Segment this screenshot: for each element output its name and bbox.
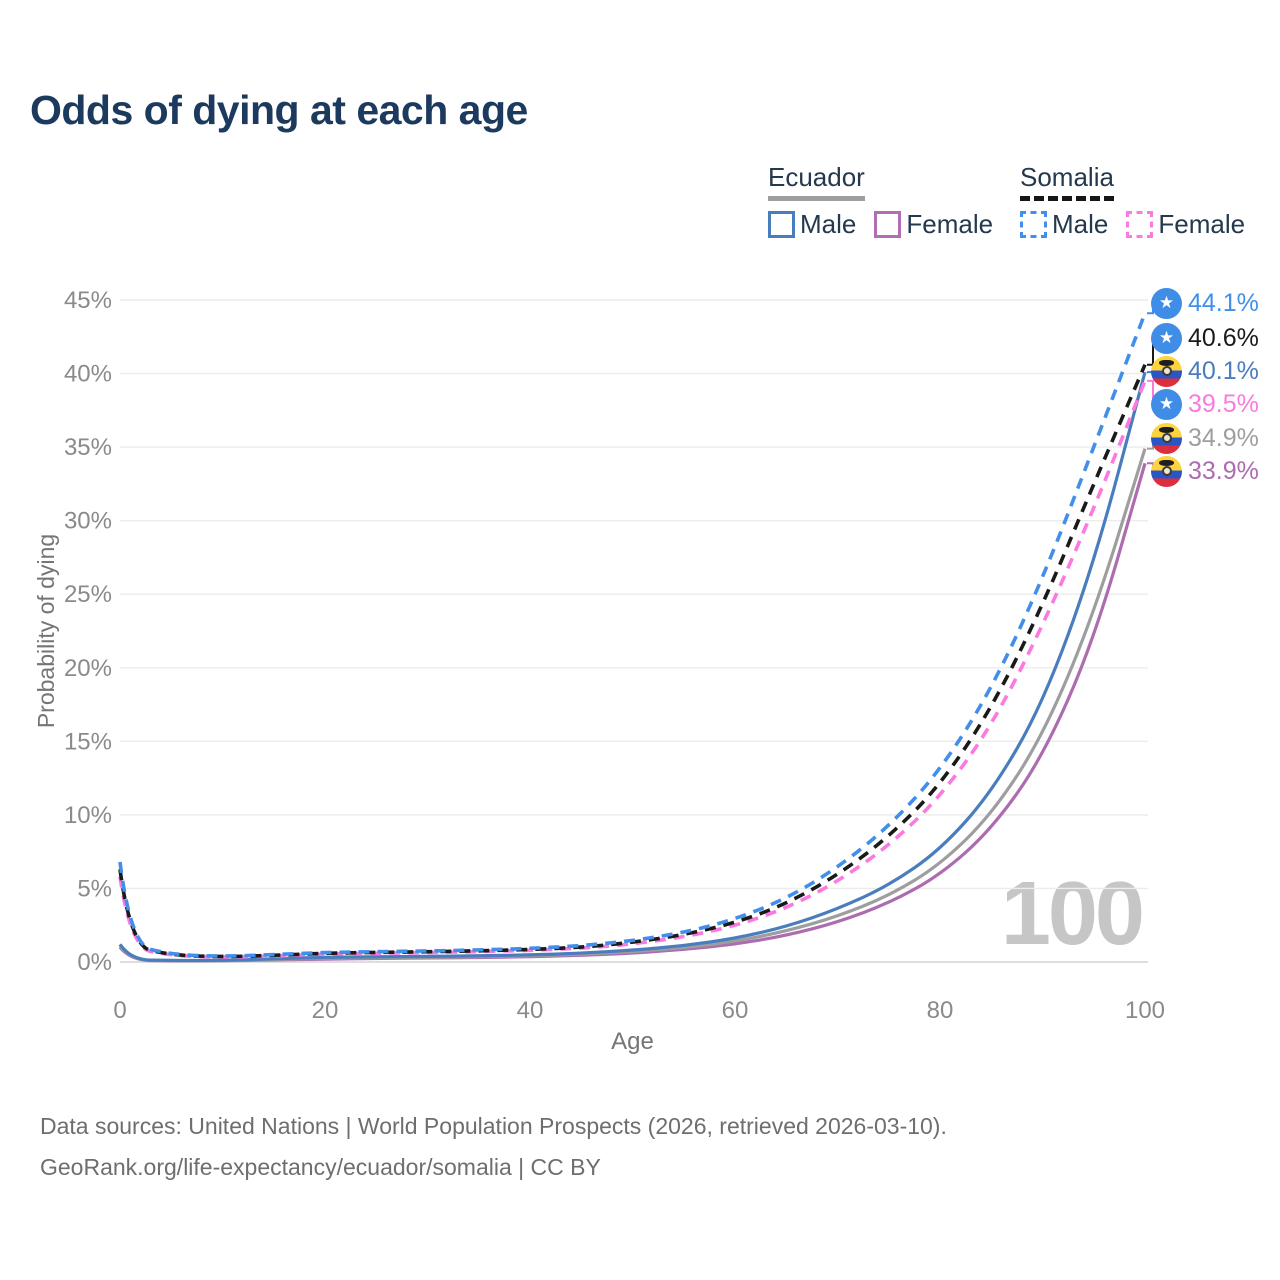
legend-somalia-header[interactable]: Somalia [1020, 162, 1114, 201]
emblem-icon [1161, 432, 1172, 443]
x-tick-label: 80 [927, 997, 954, 1024]
series-line-somalia-male [118, 312, 1147, 958]
y-tick-label: 0% [77, 949, 112, 976]
age-watermark: 100 [1000, 864, 1145, 964]
series-line-somalia-both-sexes [118, 363, 1147, 959]
emblem-icon [1161, 465, 1172, 476]
legend-item-label: Male [1052, 208, 1109, 239]
chart-canvas: 0% 5% 10% 15% 20% 25% 30% 35% 40% 45% 0 20 40 60 80 100 [64, 287, 1165, 1024]
y-tick-label: 10% [64, 802, 112, 829]
x-tick-label: 20 [312, 997, 339, 1024]
legend-ecuador-items: Male Female [768, 209, 993, 240]
condor-icon [1159, 426, 1174, 433]
legend-item-ecuador-female[interactable]: Female [874, 209, 993, 240]
series-line-ecuador-both-sexes [118, 448, 1147, 963]
somalia-female-swatch-icon [1126, 210, 1154, 238]
star-icon: ★ [1158, 292, 1175, 312]
end-label-value: 40.6% [1188, 323, 1259, 352]
end-label-ecuador-both-sexes: 34.9% [1151, 422, 1259, 454]
legend-ecuador-header[interactable]: Ecuador [768, 162, 865, 201]
legend-somalia-items: Male Female [1020, 209, 1245, 240]
x-tick-label: 60 [722, 997, 749, 1024]
ecuador-flag-icon [1151, 355, 1182, 387]
legend-group-somalia: Somalia Male Female [1020, 162, 1245, 240]
somalia-flag-icon: ★ [1151, 322, 1182, 354]
footer-link: GeoRank.org/life-expectancy/ecuador/soma… [40, 1154, 601, 1180]
y-tick-label: 30% [64, 508, 112, 535]
y-tick-label: 15% [64, 728, 112, 755]
end-label-somalia-both-sexes: ★ 40.6% [1151, 322, 1259, 354]
legend-item-ecuador-male[interactable]: Male [768, 209, 856, 240]
end-label-value: 39.5% [1188, 389, 1259, 418]
page-title: Odds of dying at each age [30, 87, 528, 133]
footer-sources: Data sources: United Nations | World Pop… [40, 1113, 947, 1139]
series-line-ecuador-male [118, 371, 1147, 963]
star-icon: ★ [1158, 393, 1175, 413]
y-axis-title: Probability of dying [33, 533, 59, 729]
condor-icon [1159, 459, 1174, 466]
y-tick-label: 35% [64, 434, 112, 461]
end-label-somalia-male: ★ 44.1% [1151, 287, 1259, 319]
legend-item-label: Female [1158, 208, 1246, 239]
end-label-ecuador-female: 33.9% [1151, 455, 1259, 487]
star-icon: ★ [1158, 327, 1175, 347]
x-tick-label: 100 [1125, 997, 1165, 1024]
ecuador-flag-icon [1151, 455, 1182, 487]
y-tick-label: 5% [77, 875, 112, 902]
end-label-ecuador-male: 40.1% [1151, 355, 1259, 387]
ecuador-flag-icon [1151, 422, 1182, 454]
legend-item-somalia-male[interactable]: Male [1020, 209, 1108, 240]
end-label-value: 40.1% [1188, 356, 1259, 385]
ecuador-male-swatch-icon [768, 210, 795, 238]
x-axis-title: Age [611, 1028, 654, 1055]
emblem-icon [1161, 365, 1172, 376]
footer: Data sources: United Nations | World Pop… [40, 1106, 947, 1188]
end-label-value: 34.9% [1188, 423, 1259, 452]
x-tick-label: 40 [517, 997, 544, 1024]
series-line-ecuador-female [118, 462, 1147, 963]
legend-group-ecuador: Ecuador Male Female [768, 162, 993, 240]
legend-item-label: Female [906, 208, 994, 239]
end-label-somalia-female: ★ 39.5% [1151, 388, 1259, 420]
x-tick-label: 0 [113, 997, 126, 1024]
somalia-flag-icon: ★ [1151, 388, 1182, 420]
y-tick-label: 25% [64, 581, 112, 608]
legend-item-label: Male [800, 208, 857, 239]
y-tick-label: 40% [64, 361, 112, 388]
series-line-somalia-female [118, 380, 1147, 959]
somalia-flag-icon: ★ [1151, 287, 1182, 319]
ecuador-female-swatch-icon [874, 210, 902, 238]
somalia-male-swatch-icon [1020, 210, 1047, 238]
legend-item-somalia-female[interactable]: Female [1126, 209, 1245, 240]
end-label-value: 44.1% [1188, 288, 1259, 317]
condor-icon [1159, 359, 1174, 366]
end-label-value: 33.9% [1188, 456, 1259, 485]
y-tick-label: 45% [64, 287, 112, 314]
y-tick-label: 20% [64, 655, 112, 682]
